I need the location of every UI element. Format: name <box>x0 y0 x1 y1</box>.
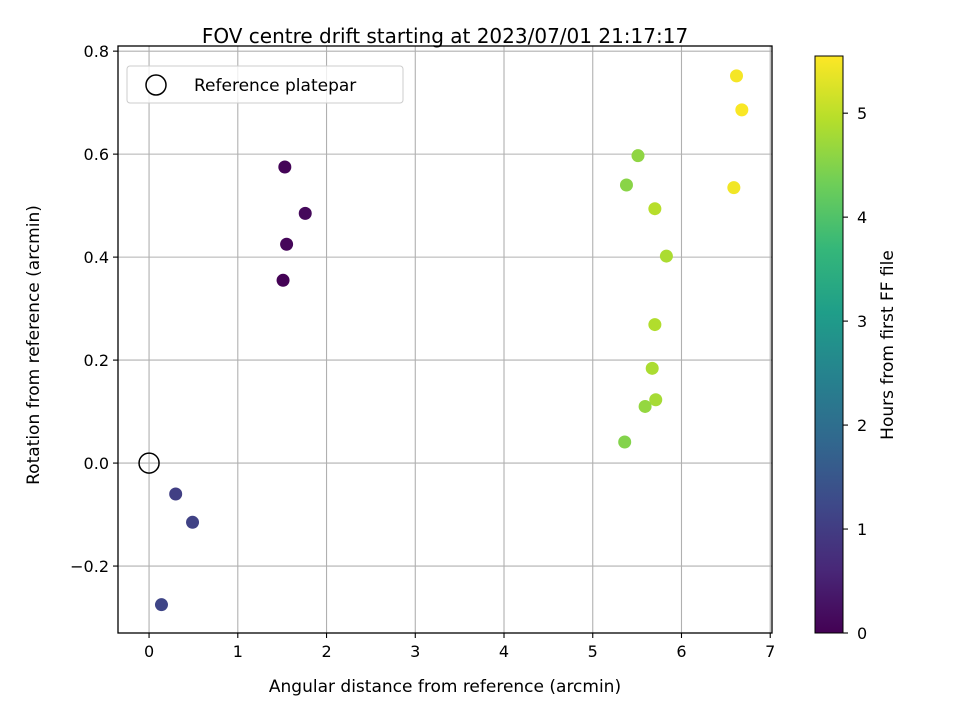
y-axis-ticks: −0.2 0.0 0.2 0.4 0.6 0.8 <box>70 42 118 576</box>
data-point <box>276 273 290 287</box>
y-tick-label: 0.0 <box>84 454 109 473</box>
x-axis-ticks: 0 1 2 3 4 5 6 7 <box>144 633 775 661</box>
colorbar-tick-label: 4 <box>857 208 867 227</box>
data-point <box>619 178 633 192</box>
legend-label-reference: Reference platepar <box>194 76 356 96</box>
data-point <box>659 249 673 263</box>
data-point <box>730 69 744 83</box>
data-point <box>169 487 183 501</box>
colorbar-label: Hours from first FF file <box>878 250 898 440</box>
data-point <box>649 393 663 407</box>
colorbar-tick-label: 0 <box>857 624 867 643</box>
legend-box <box>126 65 404 104</box>
colorbar <box>814 55 844 634</box>
colorbar-ticks: 0 1 2 3 4 5 <box>843 104 867 643</box>
data-point <box>631 149 645 163</box>
data-point <box>638 399 652 413</box>
legend-marker-reference <box>145 74 167 96</box>
x-axis-label: Angular distance from reference (arcmin) <box>269 677 621 697</box>
x-tick-label: 3 <box>410 642 420 661</box>
y-tick-label: 0.4 <box>84 248 109 267</box>
data-points <box>154 69 749 612</box>
colorbar-tick-label: 2 <box>857 416 867 435</box>
y-axis-label: Rotation from reference (arcmin) <box>24 205 44 485</box>
data-point <box>727 181 741 195</box>
colorbar-tick-label: 3 <box>857 312 867 331</box>
reference-marker-layer <box>138 452 160 474</box>
data-point <box>280 237 294 251</box>
colorbar-tick-label: 5 <box>857 104 867 123</box>
x-tick-label: 1 <box>233 642 243 661</box>
data-point <box>735 103 749 117</box>
plot-frame <box>117 45 773 634</box>
x-tick-label: 2 <box>321 642 331 661</box>
grid-lines <box>118 46 772 633</box>
x-tick-label: 4 <box>499 642 509 661</box>
data-point <box>648 202 662 216</box>
data-point <box>645 361 659 375</box>
y-tick-label: −0.2 <box>70 557 109 576</box>
y-tick-label: 0.8 <box>84 42 109 61</box>
data-point <box>278 160 292 174</box>
data-point <box>154 598 168 612</box>
y-tick-label: 0.2 <box>84 351 109 370</box>
x-tick-label: 7 <box>765 642 775 661</box>
x-tick-label: 6 <box>676 642 686 661</box>
x-tick-label: 0 <box>144 642 154 661</box>
y-tick-label: 0.6 <box>84 145 109 164</box>
data-point <box>618 435 632 449</box>
data-point <box>186 515 200 529</box>
chart-title: FOV centre drift starting at 2023/07/01 … <box>202 24 688 48</box>
reference-platepar-marker <box>138 452 160 474</box>
colorbar-tick-label: 1 <box>857 520 867 539</box>
legend: Reference platepar <box>126 65 404 104</box>
data-point <box>298 206 312 220</box>
x-tick-label: 5 <box>588 642 598 661</box>
data-point <box>648 318 662 332</box>
